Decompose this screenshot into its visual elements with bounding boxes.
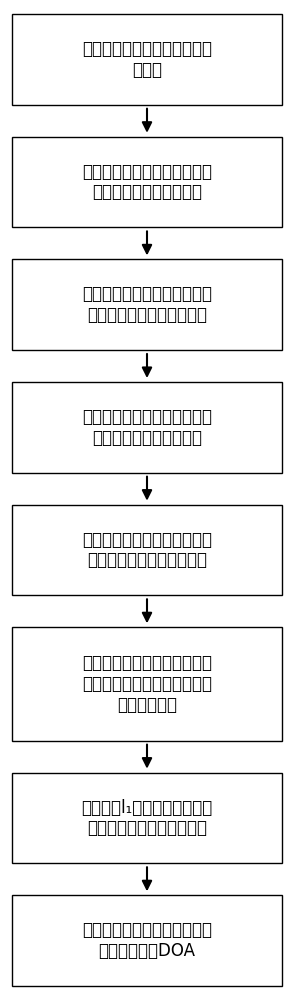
Bar	[12, 137, 282, 227]
Bar	[12, 773, 282, 863]
Bar	[12, 505, 282, 595]
Bar	[12, 14, 282, 105]
Bar	[12, 627, 282, 741]
Text: 设计加权l₁范数约束最小化稀
疏表示框架，获得恢复矩阵: 设计加权l₁范数约束最小化稀 疏表示框架，获得恢复矩阵	[81, 799, 213, 837]
Text: 寻找恢复矩阵中的非零行，获
得目标精确的DOA: 寻找恢复矩阵中的非零行，获 得目标精确的DOA	[82, 921, 212, 960]
Bar	[12, 382, 282, 473]
Text: 发射端发射相互正交的相位编
码信号: 发射端发射相互正交的相位编 码信号	[82, 40, 212, 79]
Bar	[12, 259, 282, 350]
Bar	[12, 895, 282, 986]
Text: 构造降维转换矩阵，对消除互
耦后的数据进行降维处理: 构造降维转换矩阵，对消除互 耦后的数据进行降维处理	[82, 408, 212, 447]
Text: 接收目标回波信号，经过匹配
滤波器处理获得接收数据: 接收目标回波信号，经过匹配 滤波器处理获得接收数据	[82, 163, 212, 201]
Text: 获得稀疏表示模型，利用导向
矢量和噪声子空间的正交性，
设计权值矩阵: 获得稀疏表示模型，利用导向 矢量和噪声子空间的正交性， 设计权值矩阵	[82, 654, 212, 714]
Text: 基于新的数据矩阵构造四阶累
积量观测矩阵，并进行降维: 基于新的数据矩阵构造四阶累 积量观测矩阵，并进行降维	[82, 531, 212, 569]
Text: 根据互耦矩阵结构特点，利用
线性变换消除未知互耦影响: 根据互耦矩阵结构特点，利用 线性变换消除未知互耦影响	[82, 285, 212, 324]
